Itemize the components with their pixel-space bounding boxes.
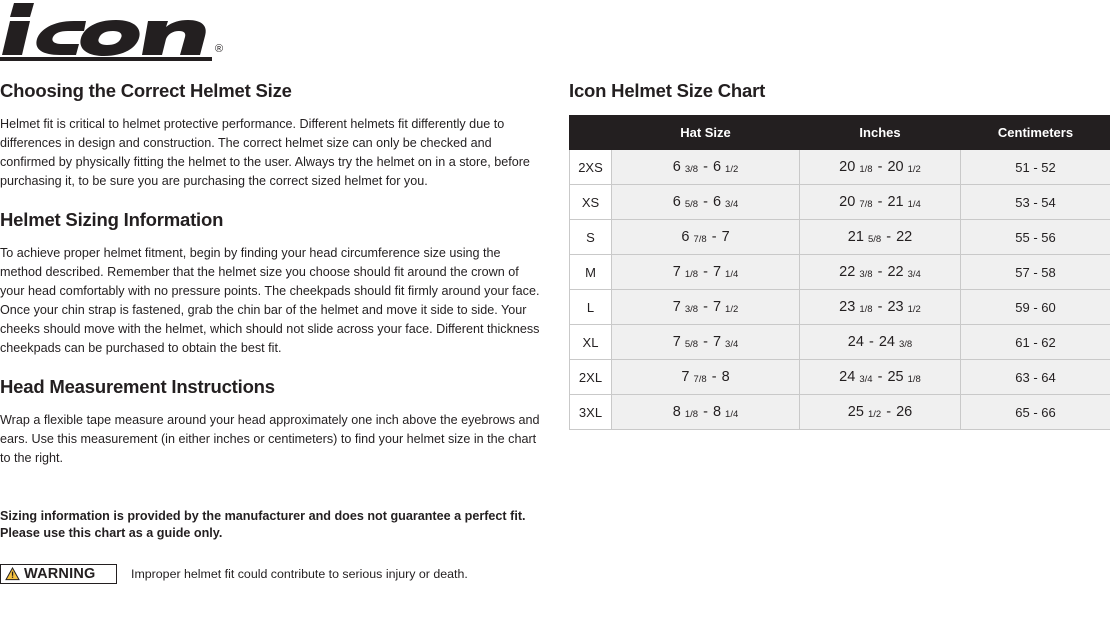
cell-inches: 23 1/8 - 23 1/2: [799, 289, 961, 325]
cell-size-label: L: [569, 289, 612, 325]
section-title-sizing-information: Helmet Sizing Information: [0, 209, 224, 230]
cell-hat-size: 7 1/8 - 7 1/4: [611, 254, 800, 290]
warning-label: WARNING: [24, 565, 96, 582]
brand-logo: ®: [0, 0, 230, 62]
registered-trademark-glyph: ®: [215, 43, 223, 55]
table-header-hat-size: Hat Size: [611, 115, 800, 150]
section-body-head-measurement: Wrap a flexible tape measure around your…: [0, 413, 540, 465]
right-column: Icon Helmet Size Chart Hat Size Inches C…: [569, 80, 1110, 430]
warning-text: Improper helmet fit could contribute to …: [131, 567, 468, 581]
section-body-sizing-information: To achieve proper helmet fitment, begin …: [0, 246, 540, 355]
cell-hat-size: 7 5/8 - 7 3/4: [611, 324, 800, 360]
section-body-choosing-size: Helmet fit is critical to helmet protect…: [0, 117, 530, 188]
cell-inches: 22 3/8 - 22 3/4: [799, 254, 961, 290]
cell-centimeters: 53 - 54: [960, 184, 1110, 220]
warning-badge: WARNING: [0, 564, 117, 584]
left-column: Choosing the Correct Helmet Size Helmet …: [0, 80, 545, 584]
cell-centimeters: 63 - 64: [960, 359, 1110, 395]
cell-hat-size: 6 3/8 - 6 1/2: [611, 149, 800, 185]
table-row: 2XS 6 3/8 - 6 1/2 20 1/8 - 20 1/2 51 - 52: [569, 149, 1110, 185]
cell-hat-size: 7 3/8 - 7 1/2: [611, 289, 800, 325]
cell-hat-size: 8 1/8 - 8 1/4: [611, 394, 800, 430]
cell-hat-size: 6 7/8 - 7: [611, 219, 800, 255]
cell-centimeters: 61 - 62: [960, 324, 1110, 360]
table-header-row: Hat Size Inches Centimeters: [569, 115, 1110, 150]
table-row: XL 7 5/8 - 7 3/4 24 - 24 3/8 61 - 62: [569, 324, 1110, 360]
cell-inches: 25 1/2 - 26: [799, 394, 961, 430]
layout-spacer: [0, 486, 545, 508]
cell-size-label: 2XL: [569, 359, 612, 395]
cell-hat-size: 7 7/8 - 8: [611, 359, 800, 395]
cell-size-label: 2XS: [569, 149, 612, 185]
cell-centimeters: 57 - 58: [960, 254, 1110, 290]
cell-size-label: XS: [569, 184, 612, 220]
table-body: 2XS 6 3/8 - 6 1/2 20 1/8 - 20 1/2 51 - 52 XS…: [569, 149, 1110, 430]
table-header-centimeters: Centimeters: [960, 115, 1110, 150]
cell-inches: 24 - 24 3/8: [799, 324, 961, 360]
cell-size-label: 3XL: [569, 394, 612, 430]
table-header-inches: Inches: [799, 115, 961, 150]
table-header: Hat Size Inches Centimeters: [569, 115, 1110, 150]
warning-row: WARNING Improper helmet fit could contri…: [0, 564, 545, 584]
table-row: 3XL 8 1/8 - 8 1/4 25 1/2 - 26 65 - 66: [569, 394, 1110, 430]
section-title-head-measurement: Head Measurement Instructions: [0, 376, 275, 397]
cell-inches: 20 7/8 - 21 1/4: [799, 184, 961, 220]
cell-centimeters: 51 - 52: [960, 149, 1110, 185]
cell-centimeters: 59 - 60: [960, 289, 1110, 325]
cell-size-label: S: [569, 219, 612, 255]
cell-inches: 24 3/4 - 25 1/8: [799, 359, 961, 395]
table-row: 2XL 7 7/8 - 8 24 3/4 - 25 1/8 63 - 64: [569, 359, 1110, 395]
cell-size-label: M: [569, 254, 612, 290]
cell-hat-size: 6 5/8 - 6 3/4: [611, 184, 800, 220]
cell-inches: 21 5/8 - 22: [799, 219, 961, 255]
cell-inches: 20 1/8 - 20 1/2: [799, 149, 961, 185]
icon-wordmark-logo: ®: [0, 3, 223, 61]
helmet-size-chart-table: Hat Size Inches Centimeters 2XS 6 3/8 - 6…: [569, 115, 1110, 430]
warning-triangle-icon: [5, 567, 20, 581]
section-title-choosing-size: Choosing the Correct Helmet Size: [0, 80, 292, 101]
sizing-disclaimer: Sizing information is provided by the ma…: [0, 509, 526, 540]
cell-size-label: XL: [569, 324, 612, 360]
table-row: XS 6 5/8 - 6 3/4 20 7/8 - 21 1/4 53 - 54: [569, 184, 1110, 220]
cell-centimeters: 55 - 56: [960, 219, 1110, 255]
cell-centimeters: 65 - 66: [960, 394, 1110, 430]
size-chart-title: Icon Helmet Size Chart: [569, 80, 766, 101]
table-header-corner: [569, 115, 612, 150]
